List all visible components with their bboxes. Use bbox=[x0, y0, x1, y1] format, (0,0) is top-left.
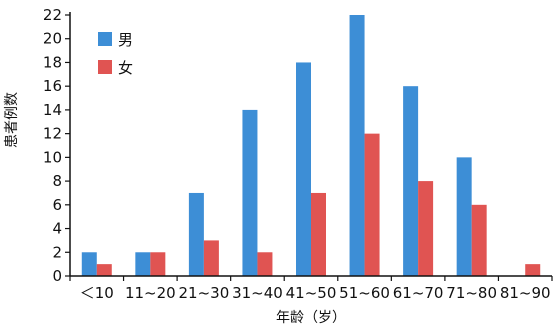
bar-female-1 bbox=[150, 252, 166, 276]
x-tick-label: 71~80 bbox=[446, 284, 497, 302]
x-tick-label: 31~40 bbox=[232, 284, 283, 302]
bar-male-5 bbox=[349, 15, 365, 276]
bar-male-3 bbox=[242, 109, 258, 276]
x-tick-label: 41~50 bbox=[286, 284, 337, 302]
y-tick-label: 14 bbox=[43, 101, 62, 119]
bar-female-6 bbox=[418, 181, 434, 276]
y-axis-title: 患者例数 bbox=[4, 92, 20, 148]
bar-female-4 bbox=[311, 192, 326, 276]
y-tick-label: 10 bbox=[43, 148, 62, 166]
x-tick-label: 11~20 bbox=[125, 284, 176, 302]
x-tick-label: ＜10 bbox=[80, 284, 114, 302]
bar-male-1 bbox=[135, 252, 151, 276]
bar-female-2 bbox=[203, 240, 219, 276]
bar-female-0 bbox=[96, 264, 112, 276]
bar-male-4 bbox=[296, 62, 311, 276]
y-tick-label: 20 bbox=[43, 30, 62, 48]
x-tick-label: 51~60 bbox=[339, 284, 390, 302]
y-tick-label: 22 bbox=[43, 6, 62, 24]
bars-layer bbox=[81, 15, 541, 276]
y-tick-label: 12 bbox=[43, 125, 62, 143]
y-tick-label: 6 bbox=[52, 196, 62, 214]
y-tick-label: 8 bbox=[52, 172, 62, 190]
bar-female-8 bbox=[525, 264, 541, 276]
legend-label-male: 男 bbox=[118, 31, 133, 49]
y-tick-label: 4 bbox=[52, 220, 62, 238]
y-tick-label: 2 bbox=[52, 243, 62, 261]
bar-male-2 bbox=[188, 192, 204, 276]
y-tick-label: 16 bbox=[43, 77, 62, 95]
x-axis-title: 年龄（岁） bbox=[276, 310, 346, 326]
x-ticks: ＜10 11~20 21~30 31~40 41~50 51~60 61~70 71~80 81… bbox=[69, 276, 553, 302]
y-tick-label: 18 bbox=[43, 53, 62, 71]
x-tick-label: 21~30 bbox=[179, 284, 230, 302]
y-tick-label: 0 bbox=[52, 267, 62, 285]
bar-female-5 bbox=[364, 133, 380, 276]
bar-female-7 bbox=[471, 204, 487, 276]
legend-swatch-female bbox=[98, 60, 112, 74]
bar-female-3 bbox=[257, 252, 273, 276]
bar-male-7 bbox=[456, 157, 472, 276]
y-ticks: 0 2 4 6 8 10 12 14 16 18 20 22 bbox=[43, 6, 70, 285]
x-tick-label: 61~70 bbox=[393, 284, 444, 302]
x-tick-label: 81~90 bbox=[500, 284, 551, 302]
legend: 男女 bbox=[98, 31, 133, 77]
legend-label-female: 女 bbox=[118, 59, 133, 77]
bar-male-6 bbox=[403, 86, 419, 276]
legend-swatch-male bbox=[98, 32, 112, 46]
bar-male-0 bbox=[81, 252, 97, 276]
